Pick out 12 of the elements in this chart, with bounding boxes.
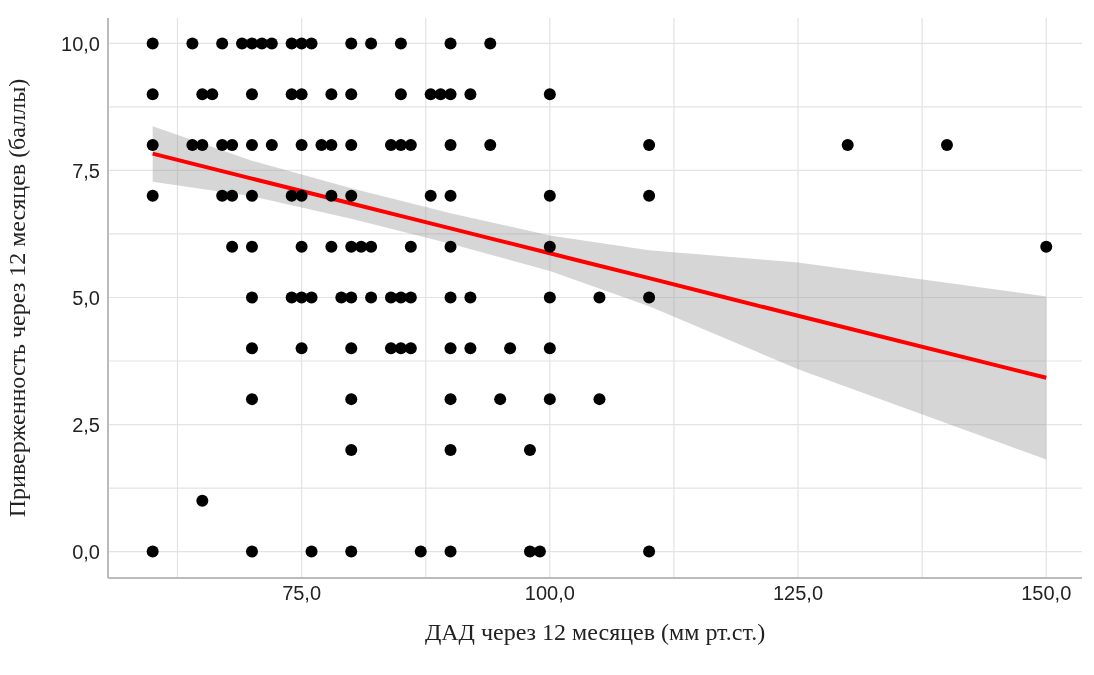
y-tick-label: 5,0 [72, 286, 100, 309]
y-tick-label: 7,5 [72, 159, 100, 182]
line-series [150, 151, 1049, 380]
x-tick-label: 150,0 [1021, 582, 1072, 605]
y-axis-title: Приверженность через 12 месяцев (баллы) [3, 78, 30, 518]
x-tick-label: 75,0 [282, 582, 322, 605]
x-tick-label: 125,0 [773, 582, 824, 605]
y-tick-label: 10,0 [61, 32, 100, 55]
y-tick-label: 0,0 [72, 540, 100, 563]
y-tick-label: 2,5 [72, 413, 100, 436]
x-tick-label: 100,0 [524, 582, 575, 605]
x-axis-title: ДАД через 12 месяцев (мм рт.ст.) [424, 619, 766, 645]
